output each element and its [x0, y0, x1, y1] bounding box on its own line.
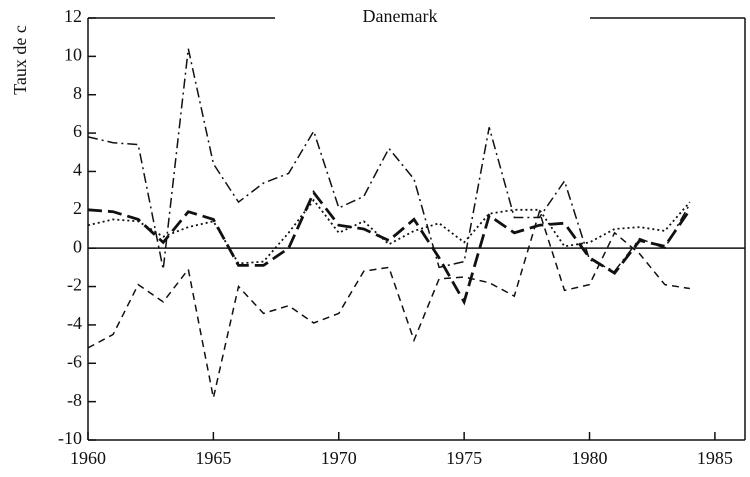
series-line — [87, 189, 691, 306]
y-tick-label: 12 — [64, 6, 82, 26]
y-tick-label: 2 — [73, 198, 82, 218]
y-tick-label: -4 — [67, 313, 82, 333]
y-tick-label: 6 — [73, 121, 82, 141]
y-tick-label: 4 — [73, 160, 82, 180]
y-tick-label: -2 — [67, 275, 82, 295]
y-tick-label: -8 — [67, 390, 82, 410]
x-tick-label: 1980 — [572, 448, 608, 468]
y-axis-label: Taux de c — [10, 25, 30, 95]
chart-title: Danemark — [363, 6, 438, 26]
y-tick-label: 10 — [64, 44, 82, 64]
series-line — [87, 209, 690, 398]
x-tick-label: 1970 — [321, 448, 357, 468]
y-tick-label: -6 — [67, 351, 82, 371]
x-tick-label: 1975 — [446, 448, 482, 468]
series-line — [87, 48, 691, 273]
x-tick-label: 1965 — [195, 448, 231, 468]
series-line — [87, 198, 691, 265]
x-tick-label: 1985 — [697, 448, 733, 468]
frame — [87, 17, 746, 441]
x-tick-label: 1960 — [70, 448, 106, 468]
y-tick-label: -10 — [58, 428, 82, 448]
y-tick-label: 0 — [73, 236, 82, 256]
y-tick-label: 8 — [73, 83, 82, 103]
